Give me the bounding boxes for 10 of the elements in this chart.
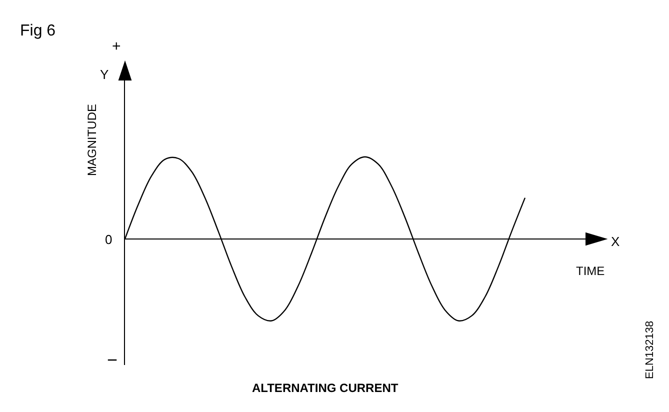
text: + <box>112 38 121 55</box>
text: Y <box>100 67 109 82</box>
text: − <box>107 350 118 370</box>
text: ALTERNATING CURRENT <box>252 381 399 395</box>
text: X <box>611 234 620 249</box>
y-axis-title: MAGNITUDE <box>85 104 99 176</box>
text: ELN132138 <box>644 320 656 379</box>
x-axis-title: TIME <box>576 264 605 278</box>
text: 0 <box>105 232 112 247</box>
chart-title: Fig 6 <box>20 22 56 40</box>
